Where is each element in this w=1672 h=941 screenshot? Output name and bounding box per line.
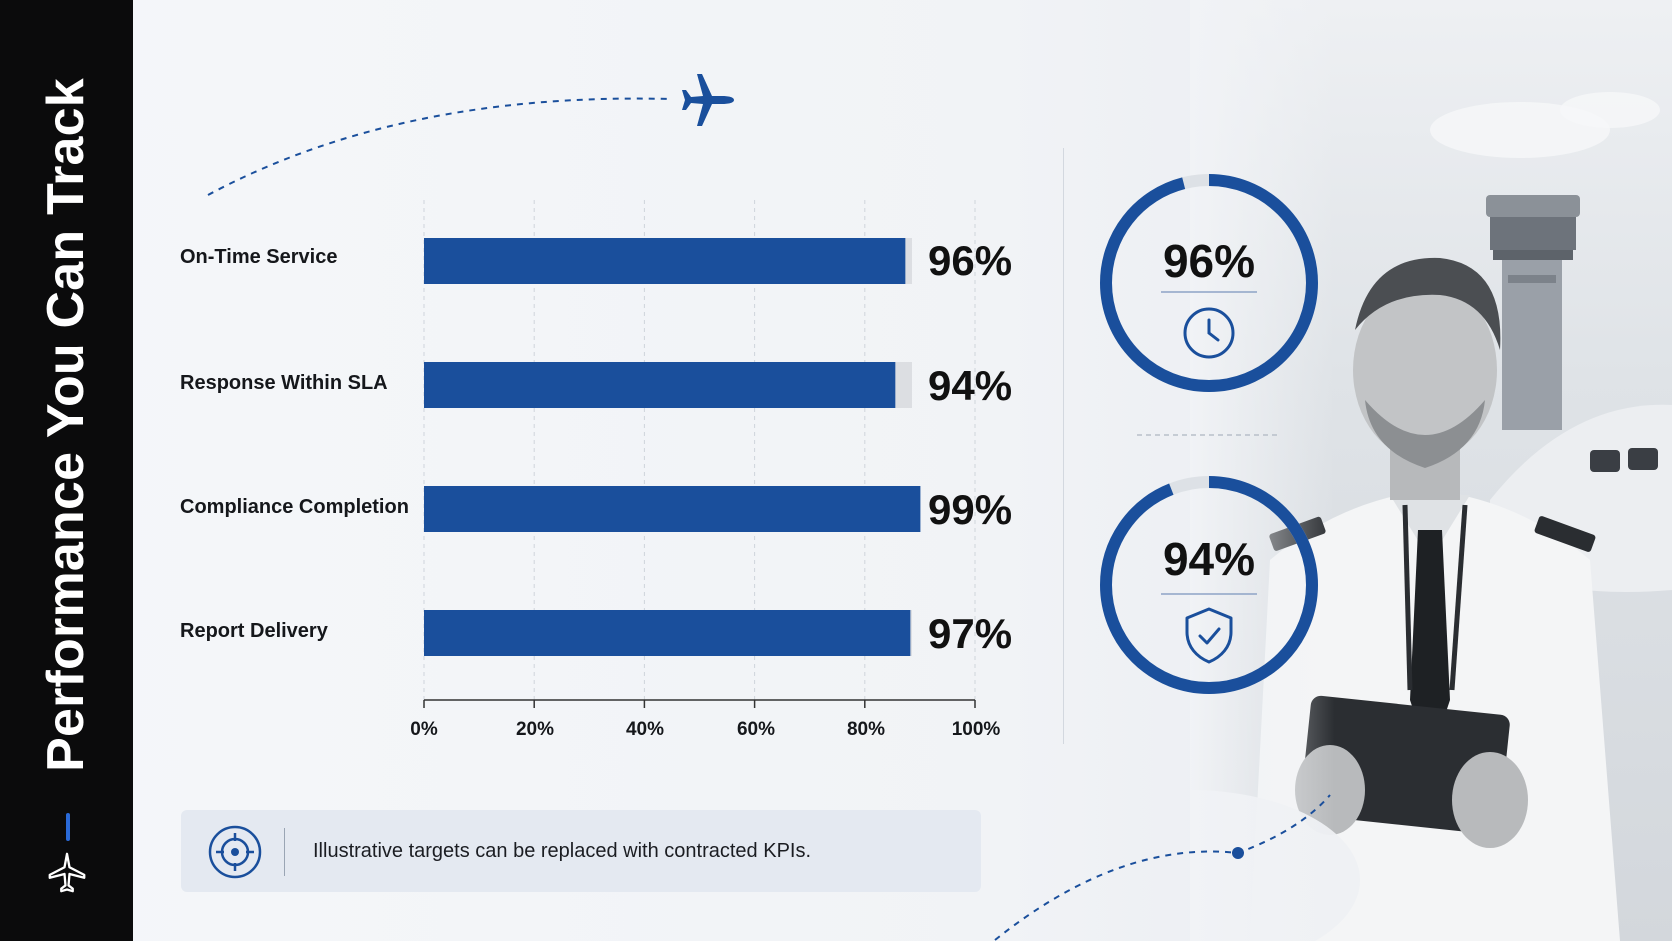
title-accent-dash: [66, 813, 70, 841]
x-tick-label: 0%: [410, 719, 438, 740]
shield-check-icon: [1185, 607, 1233, 664]
bar-value-label: 94%: [928, 362, 1013, 409]
clock-hands: [1207, 318, 1220, 342]
flight-path-lower: [994, 794, 1331, 941]
ring-value-label: 96%: [1162, 235, 1256, 287]
flight-plane-icon: [682, 74, 734, 126]
bar: [424, 238, 906, 284]
category-label: On-Time Service: [180, 246, 338, 268]
x-tick-label: 80%: [846, 719, 886, 740]
check-mark: [1198, 627, 1221, 645]
target-icon: [208, 825, 262, 879]
kpi-divider: [1063, 148, 1064, 744]
ring-value-label: 94%: [1162, 533, 1256, 585]
flight-path: [207, 97, 671, 196]
bar: [424, 610, 911, 656]
pilot-photo: [1020, 0, 1672, 941]
bar: [424, 362, 896, 408]
sidebar: Performance You Can Track: [0, 0, 133, 941]
note-banner: [181, 810, 981, 892]
flight-path-dot: [1232, 847, 1244, 859]
ring-progress: [1100, 174, 1318, 392]
note-separator: [284, 828, 285, 876]
clock-icon: [1183, 307, 1235, 359]
note-text: Illustrative targets can be replaced wit…: [313, 840, 812, 862]
x-tick-label: 40%: [625, 719, 665, 740]
bar-value-label: 96%: [928, 237, 1013, 284]
airplane-icon: [48, 852, 86, 893]
bar-value-label: 99%: [928, 486, 1013, 533]
category-label: Report Delivery: [180, 620, 328, 642]
bar: [424, 486, 921, 532]
shield-outline: [1185, 607, 1233, 664]
x-tick-label: 20%: [515, 719, 555, 740]
bar-value-label: 97%: [928, 610, 1013, 657]
clock-face: [1183, 307, 1235, 359]
x-tick-label: 100%: [951, 719, 1001, 740]
category-label: Compliance Completion: [180, 496, 409, 518]
category-label: Response Within SLA: [180, 372, 388, 394]
pilot-photo-art: [1020, 0, 1672, 941]
x-tick-label: 60%: [736, 719, 776, 740]
ring-progress: [1100, 476, 1318, 694]
